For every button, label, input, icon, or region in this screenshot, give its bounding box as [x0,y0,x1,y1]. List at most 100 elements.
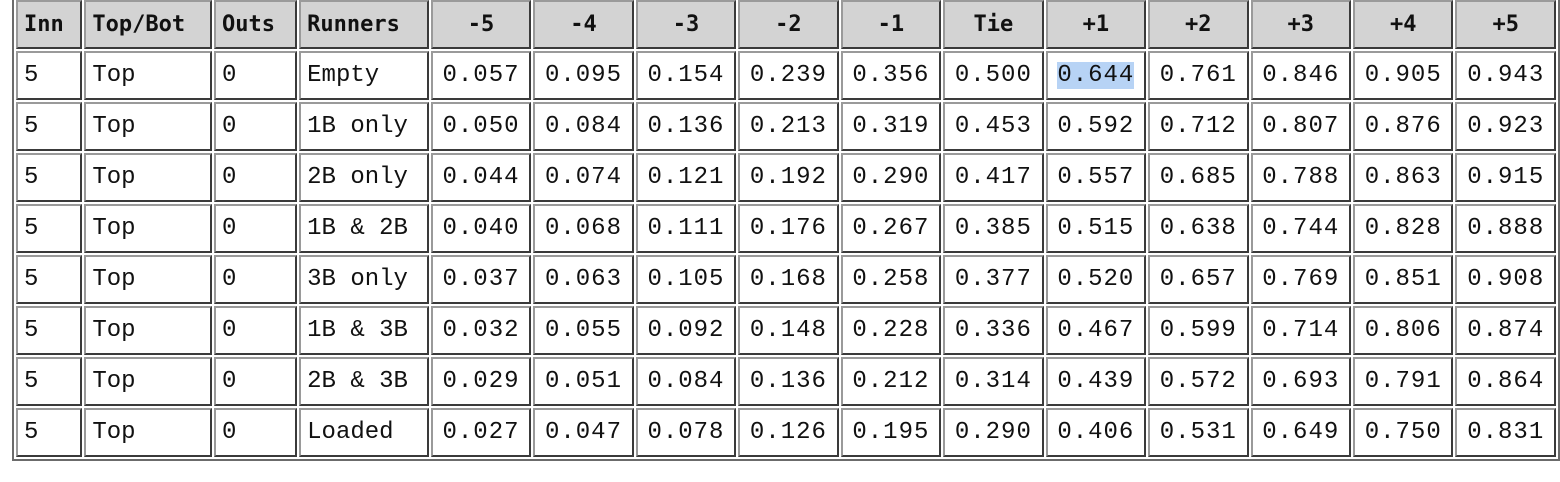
header-inn: Inn [16,0,83,49]
cell-win-probability: 0.876 [1353,102,1454,151]
cell-text: 0.111 [647,215,725,242]
cell-inning: 5 [16,306,83,355]
cell-text: 5 [24,215,39,242]
cell-win-probability: 0.267 [840,204,942,253]
table-row: 5 Top 0 1B & 3B 0.032 0.055 0.092 0.148 0.228 0.3… [16,306,1556,355]
cell-text: 0.078 [647,419,725,446]
cell-win-probability: 0.192 [738,153,839,202]
cell-win-probability: 0.846 [1250,51,1351,100]
cell-text: 0.095 [544,62,622,89]
cell-win-probability: 0.148 [738,306,839,355]
cell-text: 0.769 [1262,266,1340,293]
cell-text: 0.050 [442,113,520,140]
cell-text: 0.638 [1159,215,1237,242]
cell-text: 0.905 [1364,62,1442,89]
cell-text: 0.712 [1159,113,1237,140]
header-minus-1: -1 [840,0,942,49]
cell-win-probability: 0.744 [1250,204,1351,253]
cell-win-probability: 0.055 [533,306,634,355]
cell-win-probability: 0.406 [1045,408,1147,457]
cell-text: 0 [221,368,237,395]
cell-text: 0.520 [1057,266,1135,293]
cell-text: 0.336 [954,317,1032,344]
cell-win-probability: 0.377 [943,255,1044,304]
cell-text: 0 [221,62,237,89]
cell-text: 0.714 [1262,317,1340,344]
table-header: Inn Top/Bot Outs Runners -5 -4 -3 -2 -1 … [16,0,1556,49]
cell-text: 2B only [307,164,408,191]
table-row: 5 Top 0 1B only 0.050 0.084 0.136 0.213 0.319 0.4… [16,102,1556,151]
cell-text: 0.136 [749,368,827,395]
cell-text: 0.192 [749,164,827,191]
cell-text: 5 [24,113,39,140]
cell-top-bot: Top [84,51,212,100]
cell-win-probability: 0.084 [635,357,737,406]
cell-outs: 0 [213,102,298,151]
cell-win-probability: 0.557 [1045,153,1147,202]
header-plus-2: +2 [1148,0,1249,49]
cell-text: 0.148 [749,317,827,344]
cell-text: 0.044 [442,164,520,191]
cell-runners: 1B only [299,102,429,151]
cell-inning: 5 [16,255,83,304]
cell-win-probability: 0.032 [430,306,532,355]
cell-inning: 5 [16,102,83,151]
cell-top-bot: Top [84,408,212,457]
cell-text: 5 [24,368,39,395]
cell-text: 0.168 [749,266,827,293]
table-body: 5 Top 0 Empty 0.057 0.095 0.154 0.239 0.356 0.500… [16,51,1556,457]
cell-win-probability: 0.788 [1250,153,1351,202]
cell-win-probability: 0.029 [430,357,532,406]
cell-win-probability: 0.923 [1455,102,1556,151]
win-probability-table-container: Inn Top/Bot Outs Runners -5 -4 -3 -2 -1 … [12,0,1560,461]
cell-text: 0.195 [852,419,930,446]
cell-text: 0.750 [1364,419,1442,446]
cell-win-probability: 0.863 [1353,153,1454,202]
header-row: Inn Top/Bot Outs Runners -5 -4 -3 -2 -1 … [16,0,1556,49]
cell-top-bot: Top [84,102,212,151]
cell-text: 0.864 [1467,368,1545,395]
cell-outs: 0 [213,255,298,304]
cell-text: 0.788 [1262,164,1340,191]
cell-text: Top [92,113,136,140]
cell-win-probability: 0.828 [1353,204,1454,253]
cell-text: 0.319 [852,113,930,140]
cell-outs: 0 [213,51,298,100]
cell-text: 0.063 [544,266,622,293]
cell-inning: 5 [16,204,83,253]
cell-win-probability: 0.515 [1045,204,1147,253]
cell-text: 0.874 [1467,317,1545,344]
cell-win-probability: 0.807 [1250,102,1351,151]
cell-win-probability: 0.213 [738,102,839,151]
cell-win-probability: 0.385 [943,204,1044,253]
cell-win-probability: 0.467 [1045,306,1147,355]
cell-win-probability: 0.068 [533,204,634,253]
cell-win-probability: 0.693 [1250,357,1351,406]
table-row: 5 Top 0 2B & 3B 0.029 0.051 0.084 0.136 0.212 0.3… [16,357,1556,406]
cell-win-probability: 0.105 [635,255,737,304]
cell-win-probability: 0.037 [430,255,532,304]
cell-text: 0.807 [1262,113,1340,140]
header-plus-1: +1 [1045,0,1147,49]
cell-win-probability: 0.943 [1455,51,1556,100]
cell-text: 0.136 [647,113,725,140]
cell-text: 0 [221,113,237,140]
cell-text: 0.092 [647,317,725,344]
cell-runners: Empty [299,51,429,100]
cell-win-probability: 0.592 [1045,102,1147,151]
cell-win-probability: 0.290 [943,408,1044,457]
cell-text: 0.828 [1364,215,1442,242]
cell-win-probability: 0.572 [1148,357,1249,406]
cell-win-probability: 0.136 [738,357,839,406]
cell-text: 5 [24,62,39,89]
cell-text: 1B & 2B [307,215,408,242]
cell-outs: 0 [213,408,298,457]
cell-text: 0.876 [1364,113,1442,140]
table-row: 5 Top 0 Loaded 0.027 0.047 0.078 0.126 0.195 0.29… [16,408,1556,457]
cell-win-probability: 0.750 [1353,408,1454,457]
cell-top-bot: Top [84,306,212,355]
cell-text: 0.213 [749,113,827,140]
cell-runners: 2B only [299,153,429,202]
cell-win-probability: 0.290 [840,153,942,202]
cell-win-probability: 0.791 [1353,357,1454,406]
